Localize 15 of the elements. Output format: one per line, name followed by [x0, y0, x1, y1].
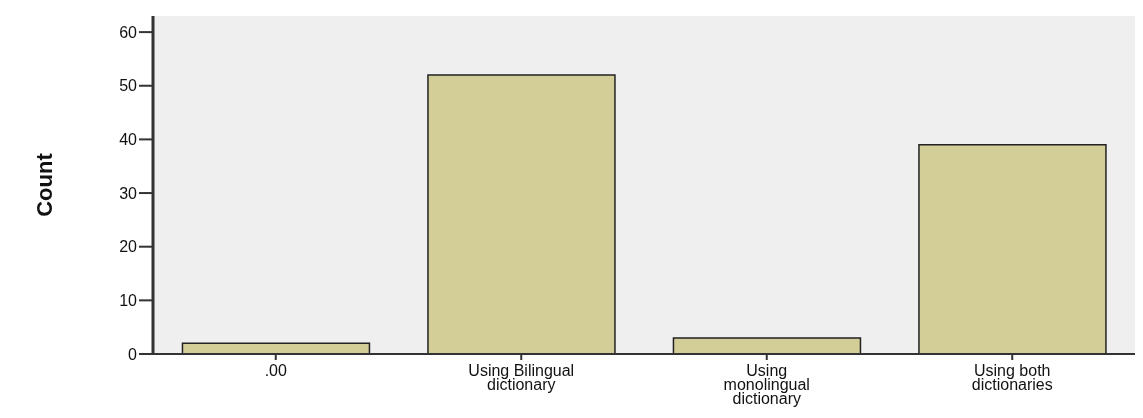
y-tick-label: 0	[128, 345, 138, 363]
y-tick-label: 60	[119, 23, 138, 41]
bar	[672, 337, 862, 354]
bar	[427, 74, 616, 354]
y-tick-label: 40	[119, 131, 138, 149]
x-tick-label: .00	[264, 362, 287, 379]
bar	[918, 144, 1107, 354]
x-tick-label: Using Bilingual dictionary	[468, 362, 575, 393]
y-tick-label: 30	[119, 184, 138, 202]
x-tick-label: Using monolingual dictionary	[723, 362, 810, 407]
y-tick-label: 50	[119, 77, 138, 95]
y-tick-label: 10	[119, 292, 138, 310]
y-tick-label: 20	[119, 238, 138, 256]
y-axis-title: Count	[31, 152, 57, 217]
x-tick-label: Using both dictionaries	[971, 362, 1053, 393]
